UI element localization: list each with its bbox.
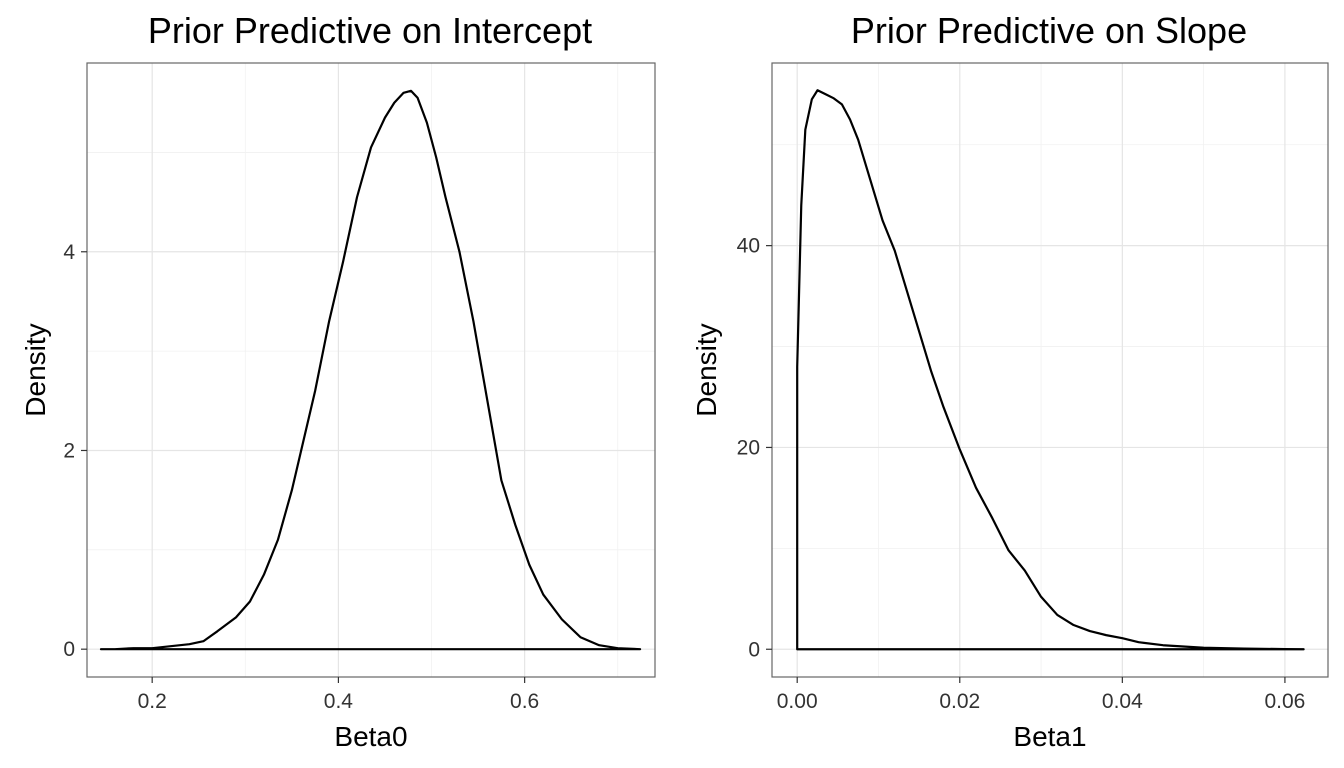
slope-y-tick-label: 0 — [748, 638, 760, 661]
slope-x-axis-title: Beta1 — [1013, 721, 1086, 752]
slope-panel: Prior Predictive on Slope 0.00 0.02 0.04 0.… — [691, 10, 1329, 752]
intercept-y-tick-label: 4 — [63, 241, 75, 264]
slope-x-tick-label: 0.06 — [1264, 690, 1305, 713]
slope-grid — [772, 63, 1328, 677]
slope-axis-ticks: 0.00 0.02 0.04 0.06 0 20 40 — [737, 235, 1306, 713]
intercept-chart-title: Prior Predictive on Intercept — [148, 10, 592, 51]
slope-y-tick-label: 40 — [737, 235, 760, 258]
intercept-x-axis-title: Beta0 — [334, 721, 407, 752]
slope-chart-title: Prior Predictive on Slope — [851, 10, 1247, 51]
intercept-panel-border — [86, 62, 656, 678]
slope-y-tick-label: 20 — [737, 436, 760, 459]
slope-x-tick-label: 0.02 — [939, 690, 980, 713]
slope-y-axis-title: Density — [691, 323, 722, 416]
intercept-density-curve — [99, 89, 642, 651]
slope-density-curve — [796, 89, 1305, 651]
intercept-x-tick-label: 0.2 — [138, 690, 167, 713]
intercept-axis-ticks: 0.2 0.4 0.6 0 2 4 — [63, 241, 539, 713]
slope-x-tick-label: 0.00 — [777, 690, 818, 713]
intercept-y-tick-label: 0 — [63, 638, 75, 661]
intercept-grid — [87, 63, 655, 677]
slope-x-tick-label: 0.04 — [1102, 690, 1143, 713]
intercept-panel: Prior Predictive on Intercept 0.2 0.4 0.60… — [20, 10, 656, 752]
intercept-x-tick-label: 0.4 — [324, 690, 354, 713]
intercept-y-axis-title: Density — [20, 323, 51, 416]
intercept-x-tick-label: 0.6 — [510, 690, 539, 713]
intercept-y-tick-label: 2 — [63, 439, 75, 462]
slope-panel-border — [771, 62, 1329, 678]
